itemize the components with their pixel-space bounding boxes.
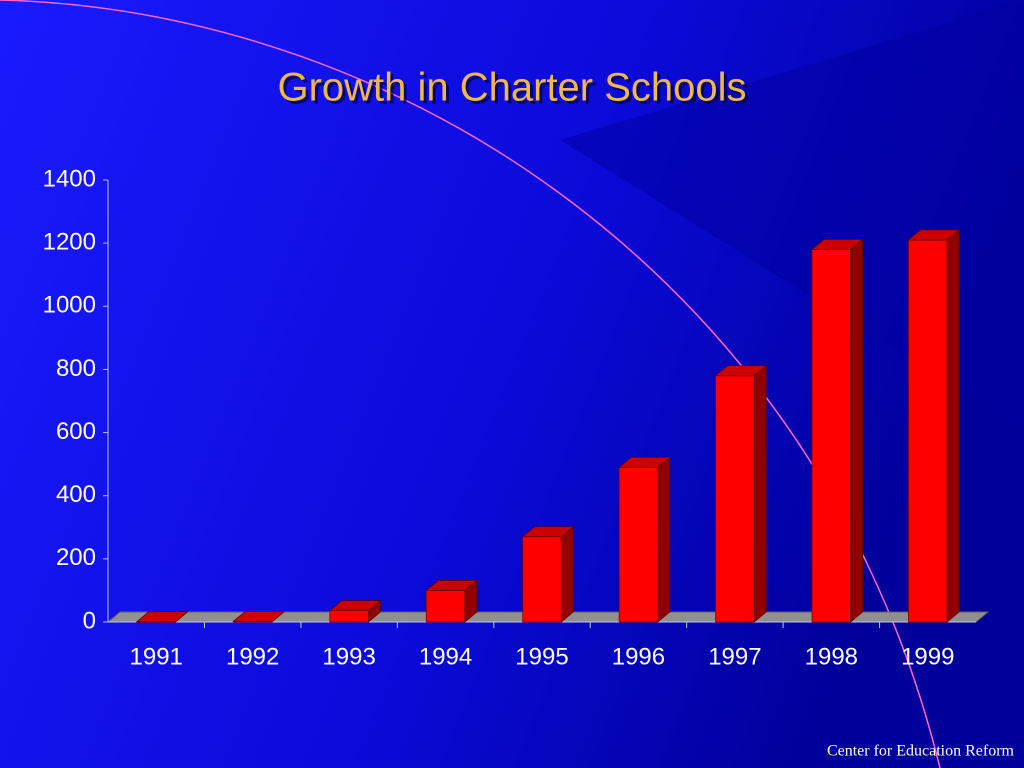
source-note: Center for Education Reform [827,743,1015,760]
x-tick-label: 1997 [708,643,761,670]
bar [714,364,768,623]
bar-front [811,249,852,623]
bar-top [714,365,768,377]
bar-front [425,590,466,623]
bar-front [618,466,659,623]
x-tick-label: 1996 [612,643,665,670]
bar-top [810,239,864,250]
x-tick-label: 1999 [901,643,954,670]
x-tick-label: 1995 [515,643,568,670]
x-tick-label: 1992 [226,643,279,670]
bar-top [521,526,575,538]
x-tick-label: 1991 [130,643,183,670]
bar [135,610,189,623]
bar-top [135,611,189,623]
bar-side [850,238,864,623]
y-tick-label: 800 [56,355,96,382]
bar-top [328,600,382,612]
bar [425,579,478,623]
bar [328,599,382,623]
bar [232,610,286,623]
chart-title: Growth in Charter Schools [277,66,746,110]
background-wedge [560,0,1024,430]
decorative-arc [0,0,941,768]
bar-front [715,375,755,623]
bar-top [907,229,961,241]
y-tick-label: 1000 [43,292,96,319]
y-tick-label: 600 [56,418,96,445]
bar [907,229,961,623]
plot: 0 200 400 600 800 1000 1200 1400 1991 1992 1993 199… [43,165,990,670]
bar-side [753,364,767,623]
bar-side [560,525,574,623]
bar [618,456,671,623]
bar-top [425,580,478,591]
y-tick-label: 1200 [43,228,96,255]
y-tick-label: 200 [56,544,96,571]
y-tick-label: 400 [56,481,96,508]
bar-top [618,456,671,468]
x-tick-label: 1993 [322,643,375,670]
x-tick-label: 1998 [805,643,858,670]
bar-front [329,610,369,623]
bar-side [657,456,671,623]
bar [810,238,864,623]
y-tick-label: 1400 [43,165,96,192]
bar-top [232,610,286,622]
bar-front [522,536,562,623]
bar-front [908,239,948,623]
chart-title-shadow: Growth in Charter Schools [280,69,749,113]
bar [521,525,575,623]
x-tick-label: 1994 [419,643,472,670]
bar-side [946,229,960,623]
y-tick-label: 0 [83,607,96,634]
